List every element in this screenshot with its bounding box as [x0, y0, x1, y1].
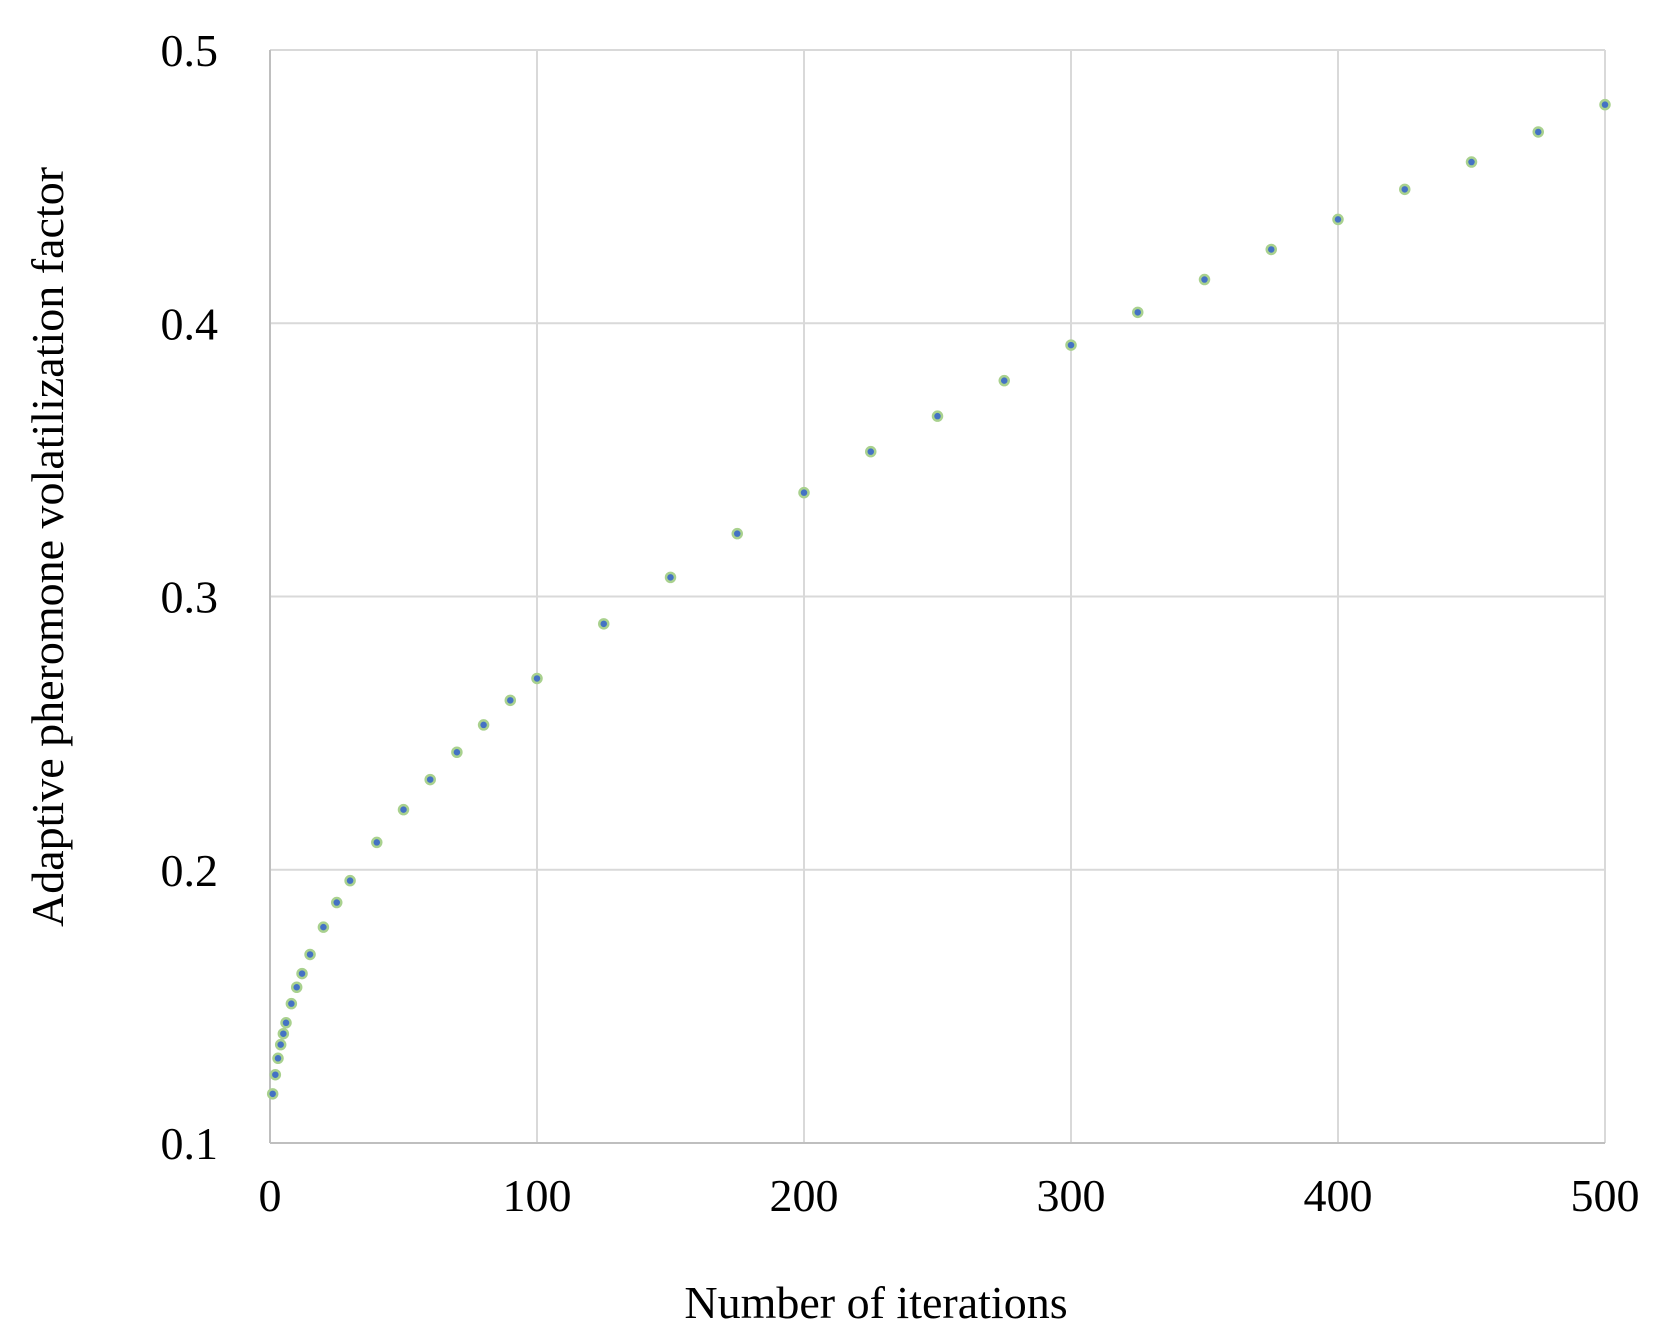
data-point	[1599, 98, 1611, 111]
data-point	[451, 746, 463, 759]
x-tick-label: 0	[259, 1170, 282, 1221]
data-point	[331, 896, 343, 909]
data-point	[1465, 156, 1478, 168]
data-point	[1265, 243, 1277, 256]
data-point	[598, 618, 610, 630]
data-point	[531, 672, 543, 685]
data-point	[269, 1068, 282, 1081]
data-point	[290, 981, 303, 993]
data-point	[371, 836, 383, 849]
data-point	[931, 410, 944, 422]
data-point	[274, 1038, 287, 1051]
grid-layer	[270, 49, 1606, 1143]
y-tick-label: 0.1	[161, 1118, 219, 1169]
data-point	[1332, 213, 1344, 226]
data-point	[664, 571, 677, 584]
data-point	[424, 773, 436, 786]
data-point	[266, 1088, 279, 1100]
data-point	[1399, 183, 1411, 196]
data-point	[277, 1027, 290, 1040]
x-tick-label: 500	[1571, 1170, 1640, 1221]
data-point	[731, 527, 743, 540]
data-point	[296, 967, 308, 980]
data-point	[1065, 339, 1077, 351]
y-tick-label: 0.2	[161, 845, 219, 896]
data-point	[397, 803, 410, 816]
data-point	[304, 948, 316, 961]
data-point	[504, 694, 517, 707]
y-tick-label: 0.3	[161, 572, 219, 623]
axis-layer	[269, 50, 1605, 1144]
data-point	[1532, 126, 1544, 138]
y-axis-label: Adaptive pheromone volatilization factor	[22, 167, 73, 927]
data-point	[344, 874, 356, 887]
data-point	[477, 719, 490, 731]
data-point	[865, 445, 877, 458]
data-point	[998, 374, 1010, 387]
y-tick-labels: 0.1 0.2 0.3 0.4 0.5	[161, 25, 219, 1169]
y-tick-label: 0.4	[161, 298, 219, 349]
x-axis-label: Number of iterations	[684, 1277, 1067, 1328]
data-point	[1132, 306, 1144, 319]
data-point	[1198, 273, 1211, 286]
x-tick-label: 200	[770, 1170, 839, 1221]
x-tick-label: 300	[1037, 1170, 1106, 1221]
x-tick-labels: 0 100 200 300 400 500	[259, 1170, 1640, 1221]
x-tick-label: 100	[503, 1170, 572, 1221]
data-point	[272, 1052, 284, 1065]
data-points	[266, 98, 1611, 1100]
data-point	[285, 997, 298, 1010]
data-point	[798, 486, 810, 499]
data-point	[280, 1017, 292, 1029]
y-tick-label: 0.5	[161, 25, 219, 76]
x-tick-label: 400	[1304, 1170, 1373, 1221]
data-point	[317, 921, 330, 933]
